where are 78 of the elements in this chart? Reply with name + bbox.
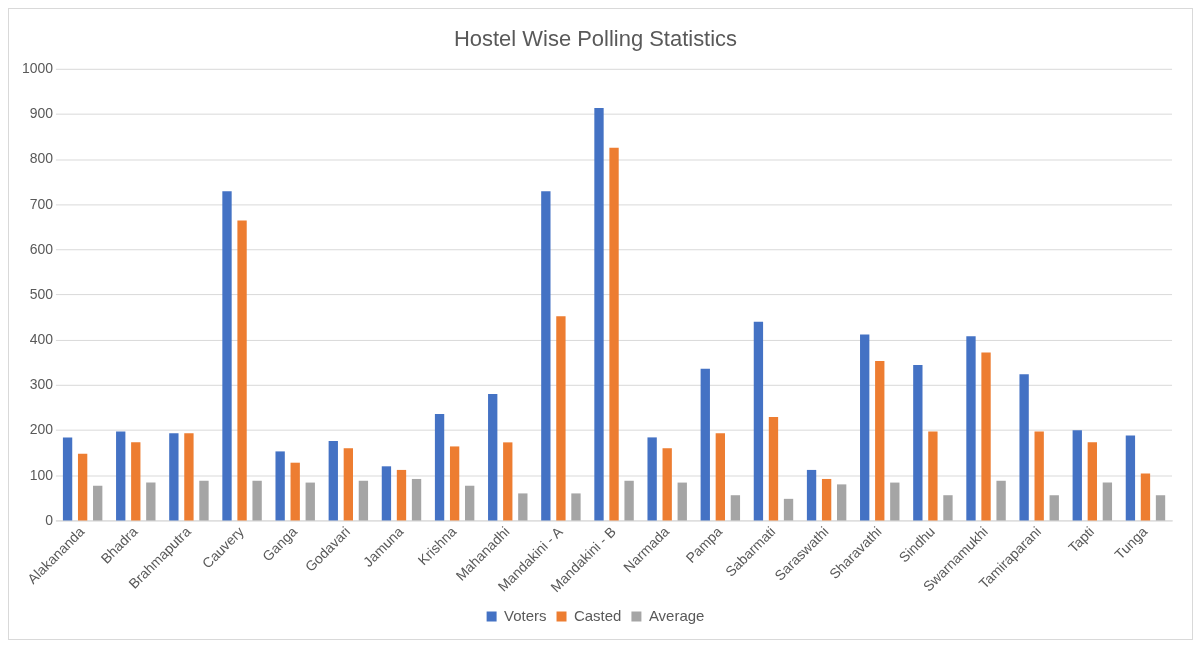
bar bbox=[928, 431, 938, 521]
bar bbox=[93, 485, 103, 521]
bar bbox=[77, 453, 88, 521]
bar bbox=[609, 147, 619, 521]
bar bbox=[1049, 495, 1059, 521]
legend-label: Average bbox=[648, 606, 705, 624]
bar bbox=[488, 394, 498, 521]
bar bbox=[860, 334, 870, 521]
y-tick-label: 100 bbox=[29, 466, 54, 483]
legend-label: Voters bbox=[504, 606, 547, 624]
bar bbox=[434, 413, 445, 521]
bar bbox=[768, 417, 779, 521]
bar bbox=[730, 495, 741, 521]
bar bbox=[1155, 495, 1166, 521]
bar bbox=[913, 365, 923, 521]
y-tick-label: 300 bbox=[29, 376, 54, 393]
bar bbox=[806, 469, 817, 521]
bar bbox=[199, 480, 209, 521]
bar bbox=[465, 485, 475, 521]
bar bbox=[783, 498, 794, 521]
bar bbox=[541, 191, 551, 521]
bar bbox=[411, 478, 422, 521]
bar bbox=[305, 482, 315, 521]
bar bbox=[677, 482, 687, 521]
bar bbox=[503, 442, 513, 521]
chart-title: Hostel Wise Polling Statistics bbox=[453, 26, 738, 52]
bar bbox=[624, 480, 634, 521]
y-tick-label: 200 bbox=[29, 421, 54, 438]
bar bbox=[981, 352, 991, 521]
bar bbox=[237, 220, 247, 521]
bar bbox=[1125, 435, 1136, 521]
bar bbox=[343, 448, 354, 521]
y-tick-label: 400 bbox=[29, 331, 54, 348]
bar bbox=[1140, 473, 1151, 521]
legend-label: Casted bbox=[573, 606, 622, 624]
bar bbox=[131, 442, 141, 521]
bar bbox=[700, 368, 710, 521]
y-tick-label: 500 bbox=[29, 285, 54, 302]
bar bbox=[518, 493, 528, 521]
bar bbox=[62, 437, 73, 521]
y-tick-label: 800 bbox=[29, 150, 54, 167]
y-tick-label: 700 bbox=[29, 195, 54, 212]
bar bbox=[184, 433, 194, 521]
bar bbox=[169, 433, 179, 521]
bar bbox=[116, 431, 126, 521]
bar bbox=[594, 108, 604, 521]
bar bbox=[396, 469, 407, 521]
bar bbox=[381, 466, 392, 521]
bar bbox=[275, 451, 285, 521]
bar bbox=[996, 480, 1006, 521]
bar bbox=[556, 316, 566, 521]
bar bbox=[753, 321, 764, 521]
bar bbox=[1072, 430, 1082, 521]
bar bbox=[1102, 482, 1113, 521]
y-tick-label: 0 bbox=[45, 511, 54, 528]
bar bbox=[1087, 442, 1097, 521]
bar bbox=[1019, 374, 1029, 521]
bar bbox=[875, 361, 885, 521]
bar bbox=[647, 437, 657, 521]
y-tick-label: 900 bbox=[29, 105, 54, 122]
bar bbox=[821, 478, 832, 521]
y-tick-label: 600 bbox=[29, 240, 54, 257]
bar bbox=[715, 433, 725, 521]
bar bbox=[449, 446, 460, 521]
bar bbox=[943, 495, 953, 521]
bar bbox=[662, 448, 672, 521]
bar bbox=[1034, 431, 1044, 521]
bar bbox=[571, 493, 581, 521]
bar bbox=[837, 484, 847, 521]
bar bbox=[146, 482, 156, 521]
bar bbox=[890, 482, 900, 521]
bar bbox=[328, 441, 338, 521]
y-tick-label: 1000 bbox=[22, 60, 54, 77]
bar bbox=[252, 480, 262, 521]
bar bbox=[290, 462, 300, 521]
bar bbox=[222, 191, 232, 521]
bar bbox=[966, 336, 976, 521]
bar bbox=[358, 480, 369, 521]
